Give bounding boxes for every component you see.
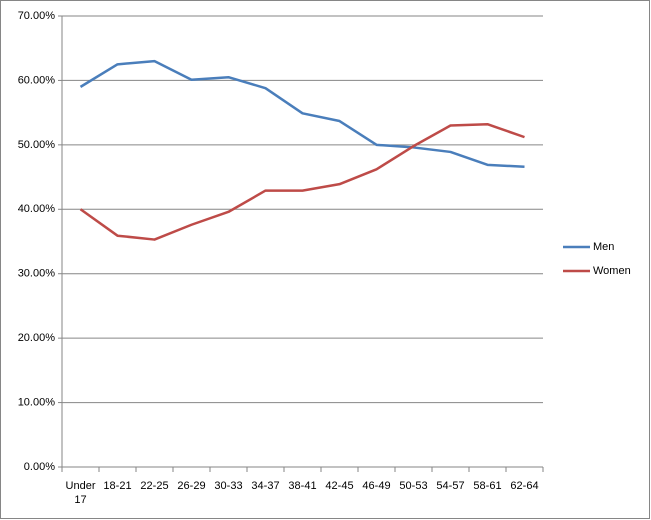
legend-label: Men (593, 241, 614, 253)
y-tick-label: 10.00% (18, 396, 56, 408)
data-line (79, 122, 525, 241)
x-tick-label: 22-25 (140, 480, 168, 492)
x-tick-label: 26-29 (177, 480, 205, 492)
x-tick-label: 42-45 (325, 480, 353, 492)
x-tick-label: 34-37 (251, 480, 279, 492)
x-tick-label: 62-64 (510, 480, 538, 492)
data-line (79, 59, 525, 169)
x-tick-label: 50-53 (399, 480, 427, 492)
x-tick-label: 18-21 (103, 480, 131, 492)
x-tick-label: Under 17 (66, 480, 96, 506)
x-tick-label: 54-57 (436, 480, 464, 492)
x-tick-label: 30-33 (214, 480, 242, 492)
y-tick-label: 20.00% (18, 332, 56, 344)
x-tick-label: 58-61 (473, 480, 501, 492)
y-tick-label: 30.00% (18, 268, 56, 280)
y-tick-label: 60.00% (18, 74, 56, 86)
legend-label: Women (593, 265, 631, 277)
x-tick-label: 38-41 (288, 480, 316, 492)
y-tick-label: 50.00% (18, 139, 56, 151)
y-tick-label: 0.00% (24, 461, 55, 473)
y-tick-label: 70.00% (18, 10, 56, 22)
x-tick-label: 46-49 (362, 480, 390, 492)
y-tick-label: 40.00% (18, 203, 56, 215)
